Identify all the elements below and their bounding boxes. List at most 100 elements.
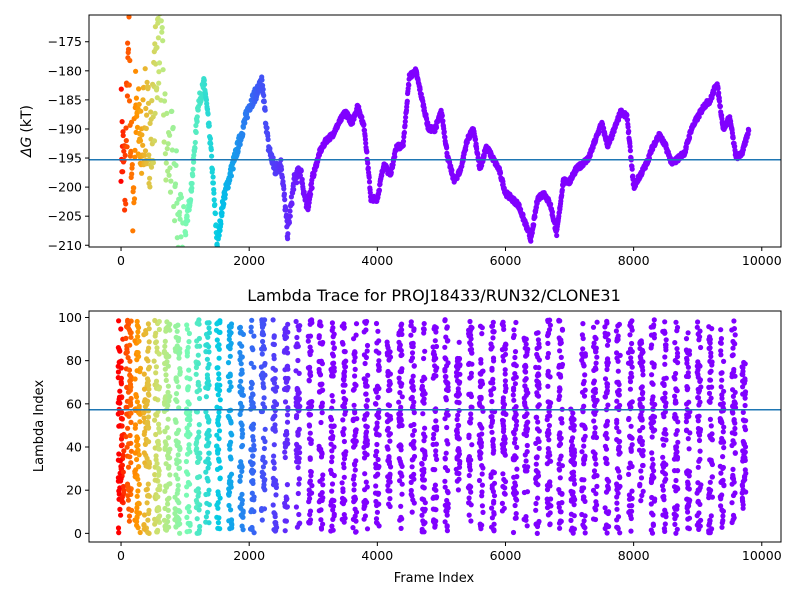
delta-g-point [289, 201, 295, 207]
lambda-point [615, 337, 621, 343]
lambda-point [500, 423, 506, 429]
lambda-point [228, 518, 234, 524]
delta-g-point [123, 201, 129, 207]
lambda-point [134, 505, 140, 511]
delta-g-point [260, 86, 266, 92]
lambda-point [638, 498, 644, 504]
lambda-point [204, 500, 210, 506]
delta-g-point [133, 95, 139, 101]
lambda-point [226, 502, 232, 509]
lambda-point [467, 419, 473, 425]
lambda-point [490, 319, 496, 325]
lambda-point [513, 412, 519, 418]
lambda-point [123, 335, 129, 341]
lambda-point [479, 431, 485, 437]
lambda-point [502, 436, 508, 442]
lambda-point [237, 324, 243, 330]
delta-g-point [228, 173, 234, 179]
lambda-point [167, 393, 173, 400]
lambda-point [239, 442, 246, 449]
lambda-point [227, 446, 233, 452]
delta-g-point [244, 115, 250, 121]
lambda-point [330, 334, 336, 340]
delta-g-point [148, 109, 154, 115]
lambda-point [385, 474, 391, 480]
lambda-point [410, 441, 416, 447]
lambda-point [582, 530, 588, 536]
lambda-point [271, 453, 277, 459]
lambda-point [262, 360, 268, 367]
lambda-point [442, 519, 448, 525]
lambda-point [614, 506, 620, 512]
delta-g-point [165, 141, 171, 147]
lambda-point [602, 455, 609, 461]
lambda-point [593, 461, 599, 467]
lambda-point [127, 454, 133, 460]
lambda-point [445, 441, 451, 447]
delta-g-point [366, 179, 373, 185]
delta-g-point [207, 136, 213, 142]
delta-g-point [217, 227, 223, 234]
delta-g-point [144, 79, 150, 85]
lambda-point [145, 391, 151, 397]
lambda-point [512, 354, 518, 361]
lambda-point [512, 480, 518, 486]
lambda-point [502, 371, 508, 377]
lambda-point [442, 344, 448, 350]
lambda-point [614, 398, 620, 404]
lambda-point [229, 522, 235, 528]
lambda-point [341, 465, 347, 471]
lambda-point [467, 318, 473, 325]
lambda-point [239, 427, 245, 433]
lambda-point [651, 414, 658, 420]
delta-g-point [406, 82, 412, 88]
lambda-point [308, 440, 314, 446]
lambda-point [627, 346, 634, 352]
lambda-point [195, 454, 201, 460]
lambda-point [444, 380, 450, 386]
lambda-point [386, 402, 393, 409]
lambda-point [141, 512, 148, 518]
lambda-point [351, 402, 357, 408]
lambda-point [116, 488, 122, 494]
delta-g-point [225, 185, 231, 191]
delta-g-point [211, 190, 217, 196]
lambda-point [375, 328, 381, 334]
delta-g-point [625, 124, 631, 130]
lambda-point [128, 377, 134, 383]
lambda-point [580, 496, 587, 502]
lambda-point [215, 520, 221, 526]
lambda-point [639, 363, 645, 369]
lambda-point [116, 530, 122, 536]
lambda-point [374, 441, 380, 448]
lambda-point [136, 501, 142, 507]
delta-g-point [174, 200, 180, 206]
lambda-point [556, 317, 562, 323]
lambda-point [522, 362, 529, 368]
lambda-point [251, 497, 257, 503]
delta-g-point [259, 77, 265, 83]
delta-g-point [173, 162, 179, 168]
lambda-point [176, 500, 182, 506]
lambda-point [592, 516, 599, 523]
lambda-point [195, 493, 201, 499]
delta-g-point [153, 61, 159, 67]
lambda-point [489, 398, 495, 405]
lambda-point [376, 501, 382, 507]
lambda-point [594, 397, 600, 403]
delta-g-point [189, 180, 195, 187]
lambda-point [569, 443, 576, 449]
lambda-point [143, 330, 149, 337]
delta-g-point [282, 197, 288, 203]
lambda-point [477, 379, 483, 385]
lambda-point [319, 476, 325, 482]
delta-g-point [122, 152, 128, 158]
lambda-point [408, 332, 414, 338]
lambda-point [445, 360, 451, 366]
lambda-point [374, 431, 380, 437]
lambda-point [329, 523, 335, 529]
lambda-point [466, 472, 472, 479]
delta-g-point [283, 207, 289, 213]
lambda-point [316, 366, 322, 373]
lambda-point [177, 509, 183, 515]
